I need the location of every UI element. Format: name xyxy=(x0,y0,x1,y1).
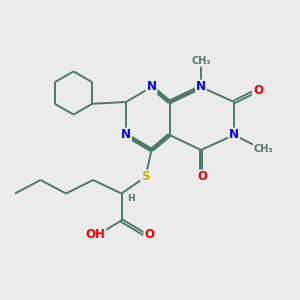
Text: CH₃: CH₃ xyxy=(254,143,273,154)
Text: OH: OH xyxy=(85,227,105,241)
Text: N: N xyxy=(196,80,206,94)
Text: CH₃: CH₃ xyxy=(191,56,211,66)
Text: O: O xyxy=(144,227,154,241)
Text: S: S xyxy=(141,170,150,184)
Text: H: H xyxy=(127,194,135,203)
Text: N: N xyxy=(229,128,239,142)
Text: N: N xyxy=(121,128,131,142)
Text: O: O xyxy=(253,83,263,97)
Text: N: N xyxy=(146,80,157,94)
Text: O: O xyxy=(197,170,208,184)
